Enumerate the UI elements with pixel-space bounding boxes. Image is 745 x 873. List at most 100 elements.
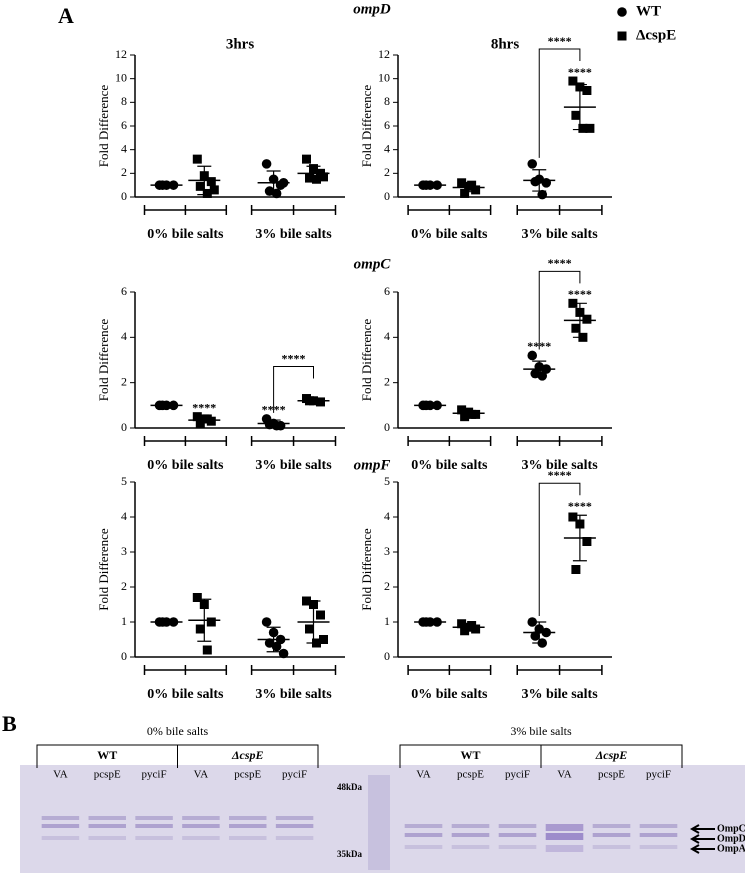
panel-label: B <box>2 711 17 736</box>
data-point <box>312 174 321 184</box>
gel-band <box>275 816 314 820</box>
gel-band <box>498 824 537 828</box>
gel-band <box>229 816 267 820</box>
chart-subtitle: 3hrs <box>226 36 255 52</box>
y-tick-label: 12 <box>378 47 390 61</box>
error-bar <box>532 169 547 192</box>
lane-label: pcspE <box>94 769 121 781</box>
data-point <box>617 7 627 17</box>
group-label: 0% bile salts <box>147 458 224 473</box>
data-point <box>568 76 578 86</box>
y-tick-label: 6 <box>384 284 390 298</box>
y-tick-label: 2 <box>121 374 127 388</box>
data-point <box>319 172 328 182</box>
gel-band <box>404 824 443 828</box>
data-point <box>527 350 538 361</box>
band-arrow <box>689 834 715 844</box>
data-point <box>316 397 325 407</box>
gel-band <box>498 845 537 849</box>
strain-label: ΔcspE <box>231 748 264 762</box>
strain-label: ΔcspE <box>595 748 628 762</box>
significance-label: **** <box>282 351 306 365</box>
y-tick-label: 6 <box>121 118 127 132</box>
error-bar <box>306 165 321 182</box>
gel-band <box>41 816 80 820</box>
y-tick-label: 0 <box>384 649 390 663</box>
group-label: 3% bile salts <box>255 227 332 242</box>
gel-band <box>639 845 678 849</box>
legend-label: WT <box>636 3 661 19</box>
gel-band <box>229 836 267 840</box>
gel-band <box>639 824 678 828</box>
condition-box <box>399 744 683 768</box>
y-tick-label: 6 <box>121 284 127 298</box>
gel-band <box>404 845 443 849</box>
y-tick-label: 10 <box>115 70 127 84</box>
y-tick-label: 0 <box>384 420 390 434</box>
lane-label: VA <box>53 769 68 781</box>
group-label: 0% bile salts <box>411 687 488 702</box>
gel-band <box>135 836 173 840</box>
y-tick-label: 2 <box>121 579 127 593</box>
data-point <box>195 181 205 191</box>
data-point <box>206 617 216 627</box>
error-bar <box>266 170 281 196</box>
y-tick-label: 5 <box>384 474 390 488</box>
data-point <box>192 593 202 602</box>
significance-label: **** <box>568 499 592 513</box>
group-label: 3% bile salts <box>521 687 598 702</box>
group-label: 3% bile salts <box>255 458 332 473</box>
y-tick-label: 2 <box>384 165 390 179</box>
data-point <box>541 178 552 188</box>
data-point <box>261 617 272 627</box>
data-point <box>467 621 477 630</box>
data-point <box>202 645 212 655</box>
band-arrow <box>689 844 715 854</box>
significance-label: **** <box>568 287 592 301</box>
y-tick-label: 4 <box>121 509 127 523</box>
y-tick-label: 2 <box>121 165 127 179</box>
chart-title: ompF <box>354 457 391 473</box>
legend-label: ΔcspE <box>636 27 676 43</box>
data-point <box>578 123 588 133</box>
y-tick-label: 4 <box>121 141 127 155</box>
y-tick-label: 4 <box>384 509 390 523</box>
data-point <box>195 624 205 634</box>
group-label: 0% bile salts <box>147 227 224 242</box>
chart-title: ompD <box>353 1 391 17</box>
data-point <box>261 159 272 169</box>
gel-band <box>182 816 220 820</box>
significance-label: **** <box>548 34 572 48</box>
data-point <box>202 414 212 424</box>
error-bar <box>306 600 321 644</box>
data-point <box>537 189 548 200</box>
condition-label: 3% bile salts <box>510 724 572 738</box>
band-label: OmpA <box>717 843 745 854</box>
lane-label: pcspE <box>598 769 625 781</box>
group-label: 3% bile salts <box>255 687 332 702</box>
y-axis-label: Fold Difference <box>359 85 374 168</box>
error-bar <box>532 621 547 644</box>
gel-band <box>275 824 314 828</box>
marker-label: 48kDa <box>337 782 363 792</box>
lane-label: VA <box>416 769 431 781</box>
y-tick-label: 5 <box>121 474 127 488</box>
y-tick-label: 2 <box>384 579 390 593</box>
gel-band <box>404 833 443 837</box>
y-tick-label: 10 <box>378 70 390 84</box>
error-bar <box>461 409 476 417</box>
data-point <box>192 412 202 422</box>
gel-band <box>275 836 314 840</box>
data-point <box>460 412 470 422</box>
error-bar <box>572 83 587 131</box>
significance-bracket <box>538 270 581 350</box>
y-axis-label: Fold Difference <box>359 319 374 402</box>
y-tick-label: 0 <box>121 420 127 434</box>
data-point <box>582 537 592 546</box>
group-label: 0% bile salts <box>411 227 488 242</box>
marker-label: 35kDa <box>337 849 363 859</box>
data-point <box>467 180 477 190</box>
data-point <box>527 159 538 169</box>
error-bar <box>572 514 587 562</box>
lane-label: VA <box>194 769 209 781</box>
